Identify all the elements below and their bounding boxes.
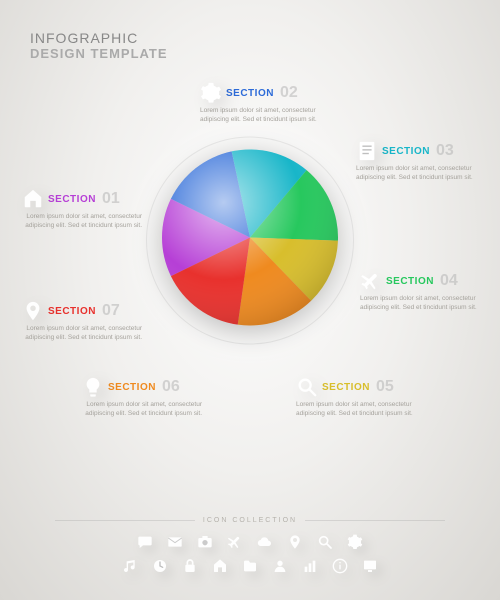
- footer-title: ICON COLLECTION: [0, 517, 500, 524]
- mail-icon: [167, 534, 183, 550]
- bulb-icon: [82, 376, 104, 398]
- screen-icon: [362, 558, 378, 574]
- folder-icon: [242, 558, 258, 574]
- gear-icon: [200, 82, 222, 104]
- search-icon: [296, 376, 318, 398]
- section-label: SECTION: [108, 382, 156, 393]
- header-title-1: INFOGRAPHIC: [30, 30, 168, 46]
- section-01: 01 SECTION Lorem ipsum dolor sit amet, c…: [22, 188, 142, 231]
- clock-icon: [152, 558, 168, 574]
- section-label: SECTION: [48, 194, 96, 205]
- section-num: 04: [440, 272, 458, 290]
- pie-svg: [150, 138, 350, 338]
- section-num: 01: [102, 190, 120, 208]
- section-num: 02: [280, 84, 298, 102]
- cloud-icon: [257, 534, 273, 550]
- section-04: SECTION 04 Lorem ipsum dolor sit amet, c…: [360, 270, 480, 313]
- header-title-2: DESIGN TEMPLATE: [30, 46, 168, 61]
- chat-icon: [137, 534, 153, 550]
- plane-icon: [227, 534, 243, 550]
- icon-row: [0, 558, 500, 574]
- pin-icon: [22, 300, 44, 322]
- home-icon: [22, 188, 44, 210]
- section-07: 07 SECTION Lorem ipsum dolor sit amet, c…: [22, 300, 142, 343]
- gear-icon: [347, 534, 363, 550]
- section-label: SECTION: [322, 382, 370, 393]
- doc-icon: [356, 140, 378, 162]
- home-icon: [212, 558, 228, 574]
- section-label: SECTION: [386, 276, 434, 287]
- section-body: Lorem ipsum dolor sit amet, consectetur …: [296, 401, 416, 419]
- plane-icon: [360, 270, 382, 292]
- section-body: Lorem ipsum dolor sit amet, consectetur …: [200, 107, 320, 125]
- search-icon: [317, 534, 333, 550]
- footer: ICON COLLECTION: [0, 517, 500, 582]
- section-num: 03: [436, 142, 454, 160]
- section-05: SECTION 05 Lorem ipsum dolor sit amet, c…: [296, 376, 416, 419]
- info-icon: [332, 558, 348, 574]
- section-02: SECTION 02 Lorem ipsum dolor sit amet, c…: [200, 82, 320, 125]
- section-body: Lorem ipsum dolor sit amet, consectetur …: [22, 325, 142, 343]
- section-label: SECTION: [226, 88, 274, 99]
- section-06: 06 SECTION Lorem ipsum dolor sit amet, c…: [82, 376, 202, 419]
- music-icon: [122, 558, 138, 574]
- section-num: 07: [102, 302, 120, 320]
- section-label: SECTION: [48, 306, 96, 317]
- pin-icon: [287, 534, 303, 550]
- section-body: Lorem ipsum dolor sit amet, consectetur …: [360, 295, 480, 313]
- user-icon: [272, 558, 288, 574]
- icon-row: [0, 534, 500, 550]
- section-num: 06: [162, 378, 180, 396]
- lock-icon: [182, 558, 198, 574]
- bars-icon: [302, 558, 318, 574]
- header: INFOGRAPHIC DESIGN TEMPLATE: [30, 30, 168, 61]
- section-num: 05: [376, 378, 394, 396]
- section-label: SECTION: [382, 146, 430, 157]
- camera-icon: [197, 534, 213, 550]
- pie-chart: [150, 138, 350, 343]
- section-03: SECTION 03 Lorem ipsum dolor sit amet, c…: [356, 140, 476, 183]
- section-body: Lorem ipsum dolor sit amet, consectetur …: [356, 165, 476, 183]
- section-body: Lorem ipsum dolor sit amet, consectetur …: [82, 401, 202, 419]
- section-body: Lorem ipsum dolor sit amet, consectetur …: [22, 213, 142, 231]
